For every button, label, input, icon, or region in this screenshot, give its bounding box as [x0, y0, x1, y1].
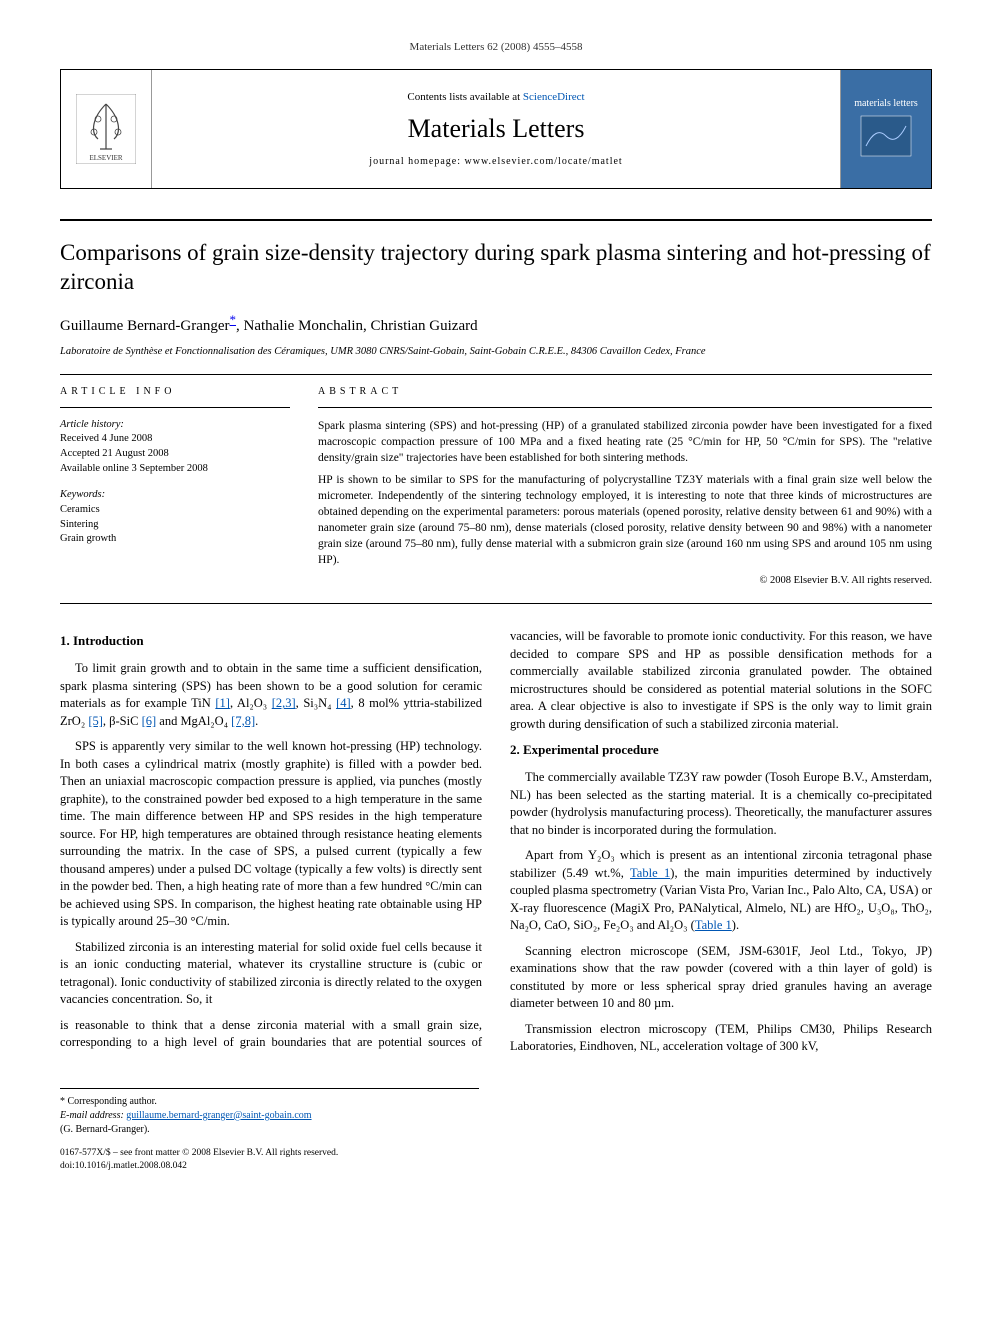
ref-23-link[interactable]: [2,3]	[272, 696, 296, 710]
history-accepted: Accepted 21 August 2008	[60, 447, 290, 462]
section-1-heading: 1. Introduction	[60, 632, 482, 650]
divider	[60, 407, 290, 408]
doi-line: doi:10.1016/j.matlet.2008.08.042	[60, 1160, 479, 1173]
authors-rest: , Nathalie Monchalin, Christian Guizard	[236, 318, 478, 334]
publisher-logo: ELSEVIER	[61, 70, 151, 188]
banner-center: Contents lists available at ScienceDirec…	[151, 70, 841, 188]
author-1: Guillaume Bernard-Granger	[60, 318, 230, 334]
s2-p3: Scanning electron microscope (SEM, JSM-6…	[510, 943, 932, 1013]
meta-row: ARTICLE INFO Article history: Received 4…	[60, 385, 932, 590]
divider-meta-top	[60, 374, 932, 375]
article-info-heading: ARTICLE INFO	[60, 385, 290, 399]
journal-banner: ELSEVIER Contents lists available at Sci…	[60, 69, 932, 189]
abstract-heading: ABSTRACT	[318, 385, 932, 399]
s1-p1: To limit grain growth and to obtain in t…	[60, 660, 482, 730]
text: , Si₃N₄	[296, 696, 336, 710]
running-head: Materials Letters 62 (2008) 4555–4558	[60, 40, 932, 55]
cover-graphic-icon	[856, 111, 916, 161]
corresponding-email-link[interactable]: guillaume.bernard-granger@saint-gobain.c…	[126, 1110, 311, 1121]
journal-cover-thumb: materials letters	[841, 70, 931, 188]
ref-6-link[interactable]: [6]	[142, 714, 157, 728]
front-matter-line: 0167-577X/$ – see front matter © 2008 El…	[60, 1147, 479, 1160]
text: .	[255, 714, 258, 728]
author-paren: (G. Bernard-Granger).	[60, 1123, 479, 1137]
email-line: E-mail address: guillaume.bernard-grange…	[60, 1109, 479, 1123]
s1-p3a: Stabilized zirconia is an interesting ma…	[60, 939, 482, 1009]
keyword-3: Grain growth	[60, 532, 290, 547]
divider-top	[60, 219, 932, 221]
text: , Al₂O₃	[230, 696, 272, 710]
authors: Guillaume Bernard-Granger*, Nathalie Mon…	[60, 311, 932, 337]
history-online: Available online 3 September 2008	[60, 462, 290, 477]
s2-p2: Apart from Y₂O₃ which is present as an i…	[510, 847, 932, 935]
doi-block: 0167-577X/$ – see front matter © 2008 El…	[60, 1147, 479, 1174]
abstract-text: Spark plasma sintering (SPS) and hot-pre…	[318, 418, 932, 569]
contents-line: Contents lists available at ScienceDirec…	[407, 90, 584, 105]
keyword-2: Sintering	[60, 518, 290, 533]
journal-name: Materials Letters	[408, 111, 585, 147]
divider-meta-bottom	[60, 603, 932, 604]
email-label: E-mail address:	[60, 1110, 126, 1121]
abstract-p1: Spark plasma sintering (SPS) and hot-pre…	[318, 418, 932, 466]
s1-p2: SPS is apparently very similar to the we…	[60, 738, 482, 931]
cover-label: materials letters	[854, 97, 918, 111]
corresponding-note: * Corresponding author.	[60, 1095, 479, 1109]
affiliation: Laboratoire de Synthèse et Fonctionnalis…	[60, 345, 932, 360]
table-1-link[interactable]: Table 1	[630, 866, 670, 880]
divider	[318, 407, 932, 408]
keywords-block: Keywords: Ceramics Sintering Grain growt…	[60, 488, 290, 547]
elsevier-tree-icon: ELSEVIER	[76, 94, 136, 164]
sciencedirect-link[interactable]: ScienceDirect	[523, 91, 585, 103]
ref-4-link[interactable]: [4]	[336, 696, 351, 710]
keyword-1: Ceramics	[60, 503, 290, 518]
svg-text:ELSEVIER: ELSEVIER	[89, 154, 122, 162]
text: , β-SiC	[103, 714, 142, 728]
history-received: Received 4 June 2008	[60, 432, 290, 447]
abstract-copyright: © 2008 Elsevier B.V. All rights reserved…	[318, 574, 932, 589]
contents-prefix: Contents lists available at	[407, 91, 522, 103]
section-2-heading: 2. Experimental procedure	[510, 741, 932, 759]
article-info: ARTICLE INFO Article history: Received 4…	[60, 385, 290, 590]
article-title: Comparisons of grain size-density trajec…	[60, 239, 932, 297]
body-columns: 1. Introduction To limit grain growth an…	[60, 628, 932, 1058]
abstract-block: ABSTRACT Spark plasma sintering (SPS) an…	[318, 385, 932, 590]
ref-1-link[interactable]: [1]	[215, 696, 230, 710]
footnote-block: * Corresponding author. E-mail address: …	[60, 1088, 479, 1137]
keywords-label: Keywords:	[60, 488, 290, 503]
history-block: Article history: Received 4 June 2008 Ac…	[60, 418, 290, 477]
s2-p1: The commercially available TZ3Y raw powd…	[510, 769, 932, 839]
ref-5-link[interactable]: [5]	[88, 714, 103, 728]
table-1-link-b[interactable]: Table 1	[695, 918, 732, 932]
s2-p4: Transmission electron microscopy (TEM, P…	[510, 1021, 932, 1056]
abstract-p2: HP is shown to be similar to SPS for the…	[318, 472, 932, 569]
journal-homepage: journal homepage: www.elsevier.com/locat…	[369, 155, 622, 169]
text: ).	[732, 918, 739, 932]
ref-78-link[interactable]: [7,8]	[231, 714, 255, 728]
history-label: Article history:	[60, 418, 290, 433]
text: and MgAl₂O₄	[156, 714, 231, 728]
